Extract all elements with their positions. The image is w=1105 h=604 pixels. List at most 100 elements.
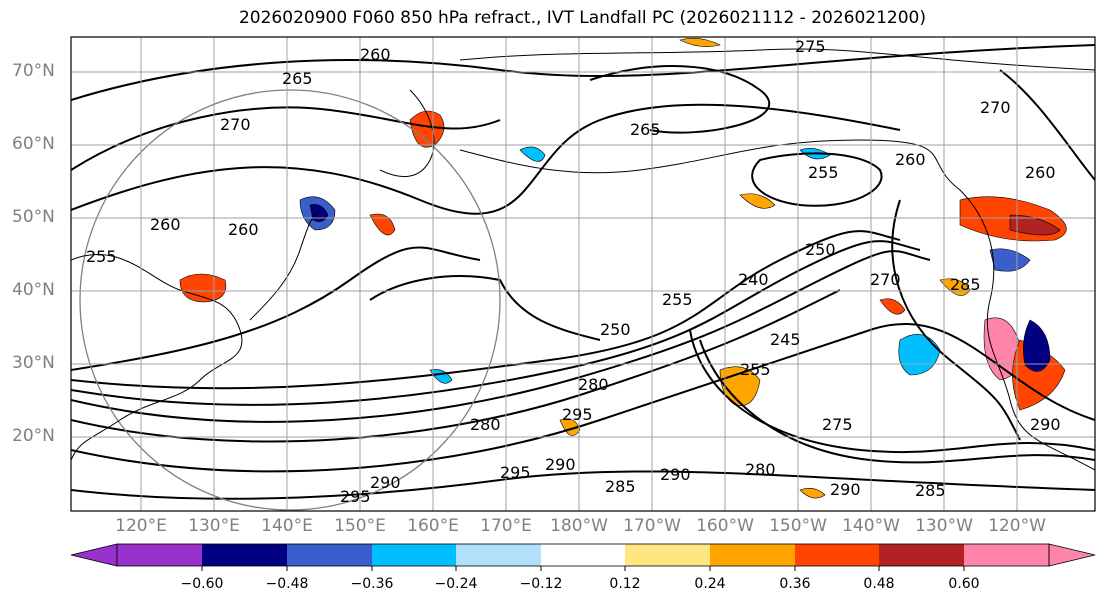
radius-circle bbox=[79, 89, 501, 511]
contour-line bbox=[71, 230, 901, 390]
contour-label: 265 bbox=[282, 69, 313, 88]
colorbar bbox=[70, 543, 1096, 571]
colorbar-tick-label: 0.60 bbox=[948, 576, 980, 592]
contour-line bbox=[891, 199, 1021, 441]
lon-label: 170°E bbox=[480, 516, 532, 536]
contour-label: 260 bbox=[228, 220, 259, 239]
contour-label: 260 bbox=[360, 45, 391, 64]
contour-line bbox=[689, 329, 1095, 454]
lon-label: 120°W bbox=[988, 516, 1046, 536]
colorbar-segment bbox=[117, 544, 202, 566]
contour-label: 260 bbox=[150, 215, 181, 234]
contour-line bbox=[369, 275, 601, 341]
contour-label: 295 bbox=[562, 405, 593, 424]
lat-label: 60°N bbox=[12, 134, 55, 154]
lon-label: 140°E bbox=[261, 516, 313, 536]
contour-line bbox=[71, 289, 841, 443]
contour-line bbox=[589, 65, 770, 134]
kamchatka-coastline bbox=[379, 89, 435, 178]
colorbar-left-extension bbox=[70, 543, 118, 567]
contour-label: 275 bbox=[822, 415, 853, 434]
contour-line bbox=[71, 240, 921, 406]
contour-line bbox=[699, 339, 1095, 464]
contour-line bbox=[71, 250, 931, 423]
lat-label: 40°N bbox=[12, 280, 55, 300]
contour-label: 255 bbox=[808, 163, 839, 182]
contour-label: 260 bbox=[1025, 163, 1056, 182]
colorbar-segment bbox=[541, 544, 625, 566]
colorbar-frame bbox=[116, 543, 1050, 567]
contour-label: 285 bbox=[915, 481, 946, 500]
contour-label: 255 bbox=[662, 290, 693, 309]
lon-label: 130°E bbox=[188, 516, 240, 536]
lon-label: 170°W bbox=[623, 516, 681, 536]
contour-label: 245 bbox=[770, 330, 801, 349]
contour-line bbox=[999, 69, 1095, 181]
contour-labels: 260 265 270 275 270 265 260 255 260 260 … bbox=[86, 37, 1061, 506]
contour-label: 255 bbox=[740, 360, 771, 379]
colorbar-segment bbox=[372, 544, 456, 566]
shade-blue-blob bbox=[519, 146, 546, 162]
contour-label: 270 bbox=[980, 98, 1011, 117]
contour-label: 280 bbox=[470, 415, 501, 434]
colorbar-tick-label: −0.12 bbox=[519, 576, 563, 592]
colorbar-tick-label: 0.12 bbox=[609, 576, 641, 592]
shade-blue-blob bbox=[898, 334, 941, 376]
contour-label: 255 bbox=[86, 247, 117, 266]
contour-layer bbox=[71, 44, 1095, 500]
contour-label: 270 bbox=[870, 270, 901, 289]
shade-darkred-blob bbox=[1009, 214, 1061, 236]
lon-label: 140°W bbox=[842, 516, 900, 536]
map-panel: 260 265 270 275 270 265 260 255 260 260 … bbox=[71, 37, 1095, 511]
contour-line bbox=[71, 246, 481, 371]
shade-blue-blob bbox=[989, 248, 1031, 272]
lon-label: 150°W bbox=[769, 516, 827, 536]
contour-line bbox=[71, 470, 1095, 500]
colorbar-tick-label: −0.48 bbox=[265, 576, 309, 592]
lat-label: 50°N bbox=[12, 207, 55, 227]
contour-label: 285 bbox=[605, 477, 636, 496]
shade-blue-blob bbox=[1023, 319, 1051, 372]
lat-label: 70°N bbox=[12, 61, 55, 81]
contour-label: 290 bbox=[370, 473, 401, 492]
arctic-coastline bbox=[459, 48, 1095, 71]
contour-label: 275 bbox=[795, 37, 826, 56]
colorbar-tick-label: −0.36 bbox=[350, 576, 394, 592]
lon-label: 160°W bbox=[696, 516, 754, 536]
contour-line bbox=[71, 103, 901, 215]
contour-label: 250 bbox=[600, 320, 631, 339]
contour-label: 280 bbox=[745, 460, 776, 479]
contour-label: 290 bbox=[660, 465, 691, 484]
colorbar-segment bbox=[964, 544, 1049, 566]
lon-label: 160°E bbox=[407, 516, 459, 536]
contour-label: 270 bbox=[220, 115, 251, 134]
lon-label: 180°W bbox=[550, 516, 608, 536]
graticule bbox=[71, 37, 1095, 511]
colorbar-right-extension bbox=[1048, 543, 1096, 567]
shade-orange-blob bbox=[739, 193, 776, 209]
contour-label: 240 bbox=[738, 270, 769, 289]
map-frame bbox=[70, 36, 1096, 512]
contour-label: 260 bbox=[895, 150, 926, 169]
colorbar-segment bbox=[287, 544, 372, 566]
asia-coastline bbox=[71, 254, 243, 461]
shade-orange-blob bbox=[879, 298, 906, 315]
colorbar-tick-label: −0.24 bbox=[434, 576, 478, 592]
shade-orange-blob bbox=[369, 213, 396, 236]
colorbar-tick-label: 0.48 bbox=[863, 576, 895, 592]
lon-label: 120°E bbox=[115, 516, 167, 536]
lon-label: 150°E bbox=[334, 516, 386, 536]
contour-label: 295 bbox=[340, 487, 371, 506]
contour-label: 290 bbox=[545, 455, 576, 474]
map-title: 2026020900 F060 850 hPa refract., IVT La… bbox=[238, 8, 926, 28]
lon-label: 130°W bbox=[915, 516, 973, 536]
colorbar-segment bbox=[879, 544, 964, 566]
shade-blue-blob bbox=[429, 369, 453, 384]
contour-label: 250 bbox=[805, 240, 836, 259]
colorbar-segment bbox=[456, 544, 541, 566]
contour-label: 290 bbox=[1030, 415, 1061, 434]
alaska-coastline bbox=[459, 139, 961, 191]
colorbar-segment bbox=[202, 544, 287, 566]
colorbar-tick-label: 0.36 bbox=[779, 576, 811, 592]
